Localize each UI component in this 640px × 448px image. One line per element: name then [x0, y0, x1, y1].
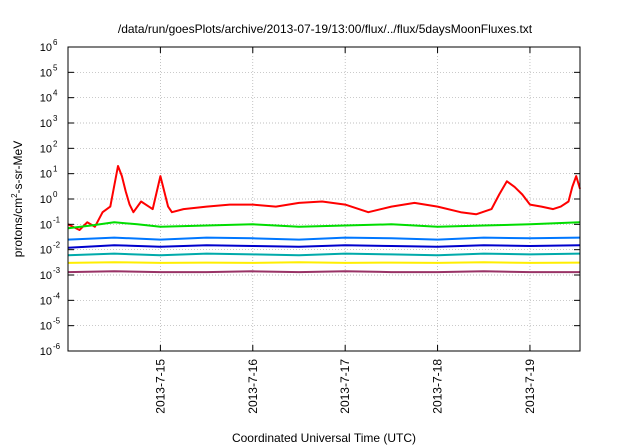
y-tick-label: 10	[40, 245, 52, 257]
x-axis-label: Coordinated Universal Time (UTC)	[232, 431, 416, 445]
y-axis-label: protons/cm2-s-sr-MeV	[10, 141, 25, 257]
y-tick-label: 10	[40, 346, 52, 358]
y-tick-exponent: 3	[53, 114, 58, 123]
series-line-6	[68, 262, 580, 263]
series-layer	[68, 166, 580, 272]
series-line-7	[68, 271, 580, 272]
gridlines	[68, 47, 580, 351]
y-tick-label: 10	[40, 169, 52, 181]
y-tick-exponent: 5	[53, 63, 58, 72]
series-line-4	[68, 245, 580, 248]
y-tick-label: 10	[40, 42, 52, 54]
series-line-3	[68, 238, 580, 240]
x-tick-label: 2013-7-18	[431, 359, 445, 414]
y-tick-label: 10	[40, 118, 52, 130]
chart-title: /data/run/goesPlots/archive/2013-07-19/1…	[118, 22, 533, 36]
y-tick-exponent: 0	[53, 190, 58, 199]
y-tick-label: 10	[40, 270, 52, 282]
x-tick-label: 2013-7-15	[153, 359, 167, 414]
y-tick-label: 10	[40, 219, 52, 231]
series-line-1	[68, 166, 580, 230]
y-tick-exponent: 4	[53, 89, 58, 98]
x-tick-label: 2013-7-16	[246, 359, 260, 414]
y-tick-label: 10	[40, 194, 52, 206]
y-axis: 10 -610 -510 -410 -310 -210 -110 010 110 210 310 41…	[40, 38, 580, 358]
y-tick-exponent: -4	[53, 291, 61, 300]
y-tick-exponent: 2	[53, 139, 58, 148]
y-tick-exponent: -6	[53, 342, 61, 351]
y-tick-exponent: 1	[53, 165, 58, 174]
y-tick-exponent: -3	[53, 266, 61, 275]
y-tick-label: 10	[40, 143, 52, 155]
series-line-5	[68, 254, 580, 256]
y-tick-label: 10	[40, 93, 52, 105]
y-tick-label: 10	[40, 321, 52, 333]
x-tick-label: 2013-7-17	[338, 359, 352, 414]
x-tick-label: 2013-7-19	[523, 359, 537, 414]
chart: /data/run/goesPlots/archive/2013-07-19/1…	[0, 0, 640, 448]
y-tick-exponent: -2	[53, 241, 61, 250]
y-tick-exponent: -1	[53, 215, 61, 224]
y-tick-label: 10	[40, 67, 52, 79]
series-line-2	[68, 222, 580, 228]
y-tick-exponent: 6	[53, 38, 58, 47]
y-tick-exponent: -5	[53, 317, 61, 326]
y-tick-label: 10	[40, 295, 52, 307]
